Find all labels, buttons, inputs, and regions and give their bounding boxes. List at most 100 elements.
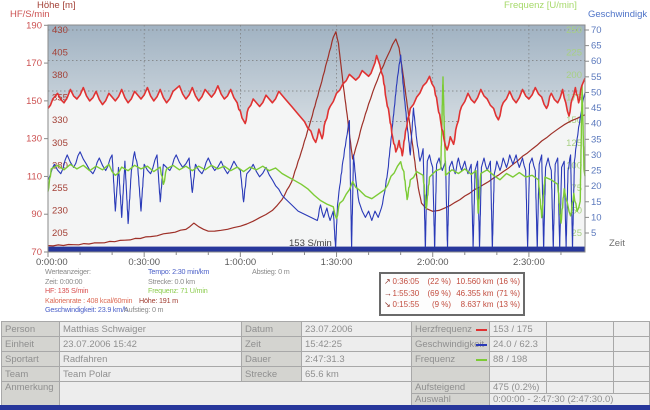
chart-selection-bar [48,246,585,252]
cadence-axis-title: Frequenz [U/min] [504,0,577,11]
svg-text:190: 190 [26,20,42,31]
value-zeit: 15:42:25 [301,336,412,352]
lap-time: 0:36:05 [392,277,420,286]
svg-text:430: 430 [52,25,68,36]
label-datum: Datum [241,321,302,337]
selection-bar [0,405,650,410]
label-dauer: Dauer [241,351,302,367]
flat-arrow-icon: → [384,288,392,298]
svg-text:70: 70 [591,25,602,36]
hf-area-fill [48,55,585,252]
svg-text:1:30:00: 1:30:00 [321,257,353,268]
value-aufsteigend: 475 (0.2%) [489,381,547,394]
status-aufstieg: Aufstieg: 0 m [124,305,164,314]
label-geschwindigkeit: Geschwindigkeit [411,336,490,352]
label-team: Team [1,366,60,382]
value-team: Team Polar [59,366,242,382]
value-herzfrequenz: 153 / 175 [489,321,547,337]
lap-dist: 8.637 km [460,300,494,309]
cadence-legend-line-icon [476,359,487,361]
svg-text:380: 380 [52,70,68,81]
value-auswahl: 0:00:00 - 2:47:30 (2:47:30.0) [489,393,650,406]
svg-text:65: 65 [591,41,602,52]
value-einheit: 23.07.2006 15:42 [59,336,242,352]
lap-time-pct: (22 %) [427,277,452,286]
label-herzfrequenz: Herzfrequenz [411,321,490,337]
svg-text:255: 255 [52,183,68,194]
speed-axis-title: Geschwindigk [588,9,648,20]
empty-label-cell [411,366,490,382]
svg-text:40: 40 [591,119,602,130]
status-geschwindigkeit: Geschwindigkeit: 23.9 km/h [45,305,128,314]
svg-text:70: 70 [31,247,42,258]
value-dauer: 2:47:31.3 [301,351,412,367]
lap-dist-pct: (13 %) [496,300,520,309]
lap-time-pct: (69 %) [427,288,452,298]
session-summary-table: Person Matthias Schwaiger Datum 23.07.20… [1,321,650,406]
status-strecke: Strecke: 0.0 km [148,276,195,286]
svg-text:0:00:00: 0:00:00 [36,257,68,268]
lap-summary-box: ↗ 0:36:05 (22 %) 10.560 km (16 %) → 1:55… [379,272,525,316]
label-person: Person [1,321,60,337]
speed-legend-line-icon [476,344,487,346]
svg-text:170: 170 [26,58,42,69]
time-axis-title: Zeit [609,238,625,249]
label-strecke: Strecke [241,366,302,382]
empty-cell [546,351,614,367]
empty-cell [546,366,614,382]
svg-text:25: 25 [591,166,602,177]
status-kalorienrate: Kalorienrate : 408 kcal/60min [45,295,133,305]
lap-time: 1:55:30 [392,288,420,298]
status-hf: HF: 135 S/min [45,286,89,295]
svg-text:125: 125 [566,138,582,149]
svg-text:205: 205 [52,228,68,239]
svg-text:225: 225 [566,48,582,59]
empty-cell [613,351,650,367]
svg-text:1:00:00: 1:00:00 [225,257,257,268]
svg-text:330: 330 [52,115,68,126]
label-text: Herzfrequenz [415,323,473,335]
svg-text:2:30:00: 2:30:00 [513,257,545,268]
hf-legend-line-icon [476,329,487,331]
svg-text:150: 150 [26,96,42,107]
svg-text:60: 60 [591,56,602,67]
svg-text:250: 250 [566,25,582,36]
svg-text:130: 130 [26,134,42,145]
value-anmerkung [59,381,412,406]
axis-ticks [44,24,589,257]
hf-axis-title: HF/S/min [10,9,50,20]
svg-text:30: 30 [591,150,602,161]
svg-text:10: 10 [591,212,602,223]
svg-text:15: 15 [591,197,602,208]
empty-cell [546,336,614,352]
empty-cell [546,321,614,337]
descent-arrow-icon: ↘ [384,300,391,309]
ascent-arrow-icon: ↗ [384,277,391,286]
lap-row-descent: ↘ 0:15:55 (9 %) 8.637 km (13 %) [384,299,520,311]
status-hoehe: Höhe: 191 m [139,295,178,305]
svg-text:405: 405 [52,48,68,59]
outer-axis-labels: 190 170 150 130 110 90 70 70 65 60 55 50 45 40 35 30 25 2… [26,20,601,268]
svg-text:75: 75 [571,183,582,194]
label-sportart: Sportart [1,351,60,367]
value-frequenz: 88 / 198 [489,351,547,367]
empty-cell [613,321,650,337]
svg-text:25: 25 [571,228,582,239]
lap-dist: 46.355 km [456,288,494,298]
lap-row-ascent: ↗ 0:36:05 (22 %) 10.560 km (16 %) [384,276,520,288]
svg-text:150: 150 [566,115,582,126]
svg-text:2:00:00: 2:00:00 [417,257,449,268]
svg-text:0:30:00: 0:30:00 [128,257,160,268]
value-sportart: Radfahren [59,351,242,367]
label-frequenz: Frequenz [411,351,490,367]
training-chart[interactable]: 4304053803553303052802552302052502252001… [0,0,650,270]
svg-text:20: 20 [591,181,602,192]
svg-text:110: 110 [27,171,42,182]
lap-time: 0:15:55 [392,300,420,309]
value-datum: 23.07.2006 [301,321,412,337]
empty-cell [489,366,547,382]
label-einheit: Einheit [1,336,60,352]
svg-text:55: 55 [591,72,602,83]
lap-dist: 10.560 km [456,277,494,286]
